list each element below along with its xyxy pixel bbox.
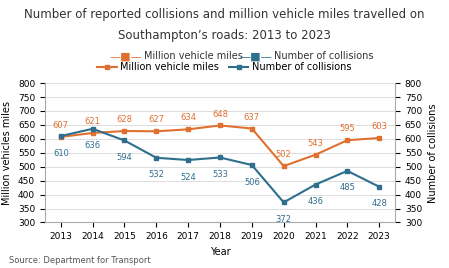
Million vehicle miles <box>217 124 223 127</box>
Text: 607: 607 <box>53 121 69 130</box>
Text: 372: 372 <box>276 215 292 224</box>
Line: Million vehicle miles: Million vehicle miles <box>58 123 382 169</box>
Text: Southampton’s roads: 2013 to 2023: Southampton’s roads: 2013 to 2023 <box>118 29 331 43</box>
Text: Million vehicle miles: Million vehicle miles <box>144 51 242 61</box>
Y-axis label: Number of collisions: Number of collisions <box>427 103 438 203</box>
Number of collisions <box>90 127 95 131</box>
Number of collisions <box>249 163 255 167</box>
Number of collisions <box>185 158 191 162</box>
Text: 603: 603 <box>371 122 387 131</box>
Million vehicle miles <box>249 127 255 130</box>
Text: —■—: —■— <box>240 51 272 61</box>
Million vehicle miles <box>90 131 95 135</box>
Text: 648: 648 <box>212 110 228 118</box>
Text: 637: 637 <box>244 113 260 122</box>
Number of collisions <box>217 156 223 159</box>
Million vehicle miles <box>122 129 127 133</box>
Text: 627: 627 <box>148 115 164 124</box>
Million vehicle miles <box>313 153 318 156</box>
Number of collisions <box>58 135 63 138</box>
Text: Number of reported collisions and million vehicle miles travelled on: Number of reported collisions and millio… <box>24 8 425 21</box>
Text: 595: 595 <box>339 124 355 133</box>
Text: —■—: —■— <box>110 51 142 61</box>
Million vehicle miles <box>154 130 159 133</box>
Million vehicle miles <box>345 139 350 142</box>
Million vehicle miles <box>377 136 382 140</box>
Text: 532: 532 <box>149 170 164 179</box>
Text: 621: 621 <box>85 117 101 126</box>
Text: 485: 485 <box>339 183 355 192</box>
Text: Number of collisions: Number of collisions <box>274 51 374 61</box>
Text: 428: 428 <box>371 199 387 208</box>
X-axis label: Year: Year <box>210 247 230 257</box>
Y-axis label: Million vehicles miles: Million vehicles miles <box>2 101 13 205</box>
Text: 634: 634 <box>180 113 196 122</box>
Number of collisions <box>313 183 318 186</box>
Text: Source: Department for Transport: Source: Department for Transport <box>9 256 150 265</box>
Text: 594: 594 <box>117 153 132 162</box>
Text: 436: 436 <box>308 197 324 206</box>
Line: Number of collisions: Number of collisions <box>58 126 382 205</box>
Text: 533: 533 <box>212 170 228 179</box>
Number of collisions <box>377 185 382 188</box>
Text: 628: 628 <box>116 115 132 124</box>
Text: 543: 543 <box>308 139 323 148</box>
Text: 502: 502 <box>276 150 291 159</box>
Number of collisions <box>281 201 286 204</box>
Million vehicle miles <box>185 128 191 131</box>
Text: 610: 610 <box>53 148 69 158</box>
Legend: Million vehicle miles, Number of collisions: Million vehicle miles, Number of collisi… <box>93 58 356 76</box>
Text: 506: 506 <box>244 177 260 187</box>
Million vehicle miles <box>58 135 63 139</box>
Text: 524: 524 <box>180 173 196 181</box>
Number of collisions <box>345 169 350 173</box>
Text: 636: 636 <box>84 141 101 150</box>
Million vehicle miles <box>281 165 286 168</box>
Number of collisions <box>154 156 159 159</box>
Number of collisions <box>122 139 127 142</box>
